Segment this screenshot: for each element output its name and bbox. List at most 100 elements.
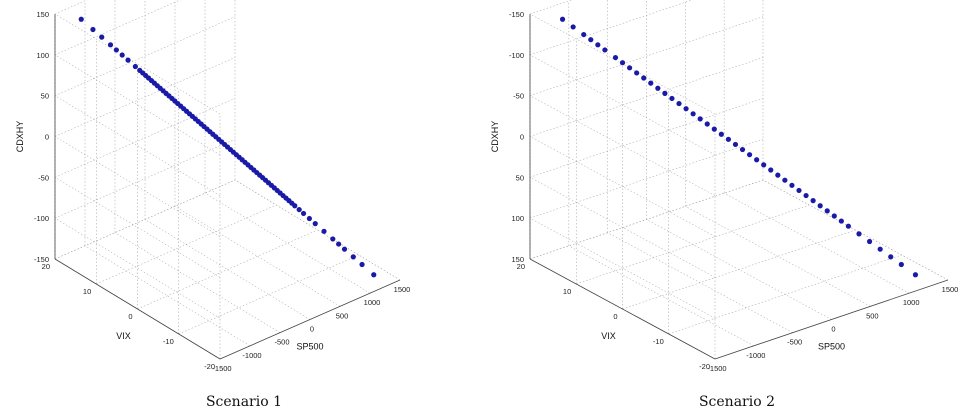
grid-line — [54, 0, 181, 56]
grid-line — [529, 177, 716, 278]
z-tick-label: -150 — [509, 10, 524, 19]
data-point — [648, 80, 654, 86]
x-tick-label: -500 — [787, 338, 802, 347]
grid-line — [529, 179, 764, 260]
data-point — [817, 203, 823, 209]
data-point — [292, 203, 298, 209]
data-point — [570, 24, 576, 30]
data-point — [810, 198, 816, 204]
data-point — [845, 223, 851, 229]
x-tick-label: -500 — [274, 338, 289, 347]
grid-line — [529, 95, 716, 196]
grid-line — [137, 229, 318, 310]
data-point — [782, 177, 788, 183]
y-axis-line — [529, 258, 716, 360]
data-point — [796, 187, 802, 194]
data-point — [831, 213, 837, 219]
z-axis-label: CDXHY — [15, 121, 25, 153]
grid-line — [54, 54, 221, 156]
data-point — [704, 121, 710, 127]
grid-line — [96, 204, 277, 285]
grid-line — [529, 136, 716, 237]
grid-line — [54, 95, 221, 196]
y-tick-label: 10 — [83, 287, 91, 296]
data-point — [125, 57, 131, 63]
caption-scenario-1: Scenario 1 — [205, 394, 283, 410]
data-point — [612, 54, 619, 61]
grid-line — [568, 245, 754, 347]
data-point — [90, 26, 96, 33]
data-point — [838, 218, 844, 224]
data-point — [768, 167, 774, 173]
data-point — [588, 37, 594, 43]
grid-line — [54, 98, 236, 178]
y-tick-label: -20 — [204, 362, 215, 371]
data-point — [602, 47, 608, 53]
grid-line — [529, 16, 764, 96]
data-point — [330, 236, 336, 242]
z-tick-label: -100 — [34, 214, 49, 223]
data-point — [581, 31, 587, 38]
data-point — [300, 210, 307, 217]
data-point — [775, 172, 781, 178]
data-point — [676, 100, 682, 107]
data-point — [350, 254, 356, 260]
z-tick-label: -150 — [34, 255, 49, 264]
data-point — [690, 111, 696, 117]
data-point — [312, 221, 318, 227]
data-point — [877, 246, 883, 252]
y-tick-label: -10 — [653, 337, 664, 346]
data-point — [655, 85, 661, 91]
data-point — [321, 228, 327, 234]
data-point — [132, 63, 138, 70]
grid-line — [529, 138, 764, 219]
y-axis-line — [54, 258, 221, 360]
x-tick-label: 1000 — [903, 298, 920, 307]
grid-line — [204, 192, 371, 294]
x-tick-label: 500 — [866, 311, 879, 320]
data-point — [99, 34, 105, 40]
z-tick-label: 100 — [511, 214, 524, 223]
grid-line — [607, 232, 793, 333]
grid-line — [529, 98, 764, 178]
grid-line — [54, 13, 221, 115]
data-point — [732, 141, 739, 148]
x-tick-label: 1000 — [364, 298, 381, 307]
scatter-plot-scenario-1: -1500-1000-500050010001500-20-1001020-15… — [15, 0, 410, 373]
y-tick-label: 0 — [128, 312, 132, 321]
x-axis-line — [714, 279, 949, 360]
y-tick-label: 10 — [563, 287, 571, 296]
grid-line — [54, 179, 236, 260]
y-axis-label: VIX — [601, 331, 616, 341]
grid-line — [668, 254, 902, 335]
grid-line — [762, 179, 949, 281]
grid-line — [54, 57, 236, 137]
data-point — [78, 16, 84, 22]
data-point — [912, 272, 919, 278]
data-point — [371, 272, 377, 278]
data-point — [336, 241, 342, 247]
x-tick-label: 1500 — [394, 285, 411, 294]
grid-line — [234, 179, 401, 281]
y-tick-label: 0 — [613, 312, 617, 321]
z-tick-label: 50 — [41, 92, 49, 101]
data-point — [888, 254, 894, 260]
x-axis-line — [219, 279, 401, 360]
data-point — [627, 65, 633, 71]
data-point — [359, 261, 365, 268]
grid-line — [529, 0, 693, 56]
x-tick-label: 1500 — [942, 285, 959, 294]
z-tick-label: -50 — [38, 173, 49, 182]
data-point — [113, 47, 119, 53]
grid-line — [685, 206, 871, 307]
data-point — [803, 192, 809, 199]
data-point — [296, 206, 302, 213]
z-tick-label: -100 — [509, 51, 524, 60]
data-point — [711, 126, 717, 132]
x-tick-label: 500 — [336, 311, 349, 320]
data-point — [725, 136, 732, 142]
z-tick-label: 0 — [520, 133, 524, 142]
data-point — [641, 75, 647, 81]
z-tick-label: 100 — [36, 51, 49, 60]
